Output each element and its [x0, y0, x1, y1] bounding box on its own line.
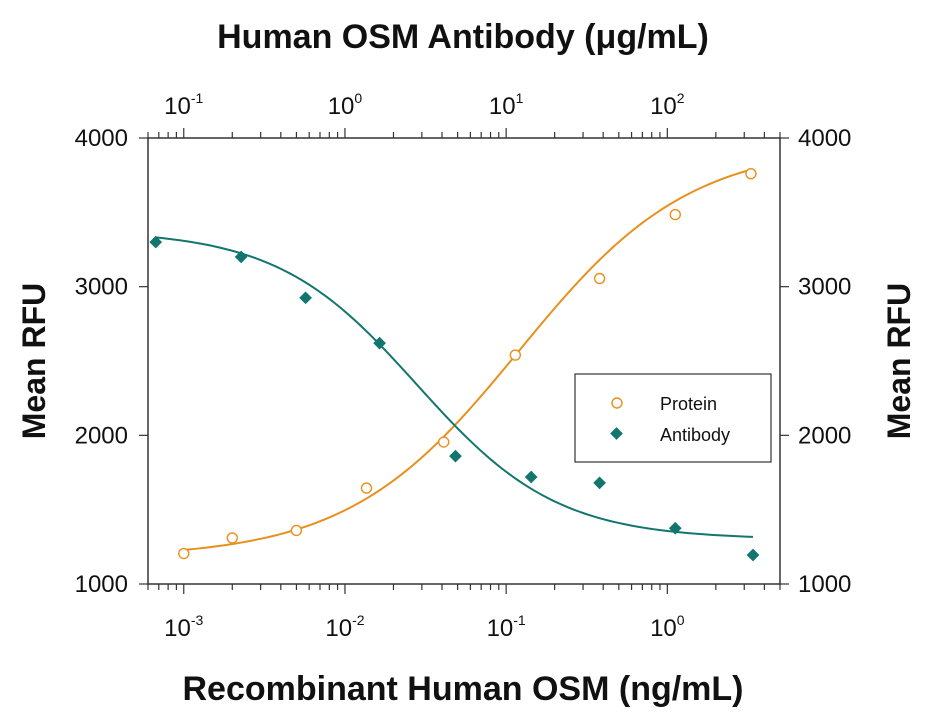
data-point-protein: [360, 482, 373, 494]
data-point-protein: [226, 532, 238, 544]
legend-label-antibody: Antibody: [660, 425, 730, 445]
left-axis-tick-label: 2000: [75, 422, 128, 449]
left-axis-tick-label: 3000: [75, 274, 128, 301]
fit-curve-protein: [183, 168, 752, 551]
data-point-antibody: [746, 548, 760, 562]
bottom-axis-tick-label: 100: [650, 612, 685, 642]
bottom-axis-tick-label: 10-3: [164, 612, 203, 642]
data-point-antibody: [524, 470, 538, 484]
data-point-antibody: [373, 336, 386, 350]
legend: Protein Antibody: [574, 373, 772, 463]
data-points: [149, 167, 760, 562]
bottom-axis-tick-label: 10-1: [487, 612, 526, 642]
bottom-axis-title: Recombinant Human OSM (ng/mL): [183, 670, 744, 708]
right-axis-tick-label: 4000: [798, 125, 851, 152]
data-point-protein: [509, 349, 522, 361]
data-point-protein: [745, 167, 757, 180]
right-axis-tick-label: 1000: [798, 571, 851, 598]
ticks-layer: 10-3 10-2 10-1 100 10-1 100 101 102 1000 1000 2000…: [75, 90, 852, 642]
data-point-protein: [290, 524, 303, 537]
bottom-axis-tick-label: 10-2: [325, 612, 364, 642]
data-point-antibody: [299, 291, 312, 305]
right-axis-tick-label: 3000: [798, 274, 851, 301]
right-axis-tick-label: 2000: [798, 422, 851, 449]
data-point-antibody: [149, 235, 163, 249]
data-point-antibody: [593, 476, 606, 490]
top-axis-tick-label: 102: [650, 90, 685, 120]
fit-curve-antibody: [155, 236, 754, 538]
legend-label-protein: Protein: [660, 394, 717, 414]
left-axis-tick-label: 4000: [75, 125, 128, 152]
left-axis-tick-label: 1000: [75, 571, 128, 598]
legend-box: [574, 373, 772, 463]
plot-frame: [147, 137, 781, 585]
fit-curves: [155, 168, 754, 551]
data-point-protein: [669, 208, 681, 221]
data-point-antibody: [449, 449, 462, 463]
top-axis-tick-label: 10-1: [164, 90, 203, 120]
top-axis-title: Human OSM Antibody (μg/mL): [217, 18, 709, 56]
legend-marker-protein: [611, 397, 623, 409]
right-axis-title: Mean RFU: [881, 283, 917, 439]
data-point-protein: [438, 436, 450, 448]
left-axis-title: Mean RFU: [16, 283, 52, 439]
data-point-protein: [178, 547, 190, 560]
data-point-protein: [593, 272, 606, 285]
top-axis-tick-label: 101: [489, 90, 524, 120]
top-axis-tick-label: 100: [328, 90, 363, 120]
